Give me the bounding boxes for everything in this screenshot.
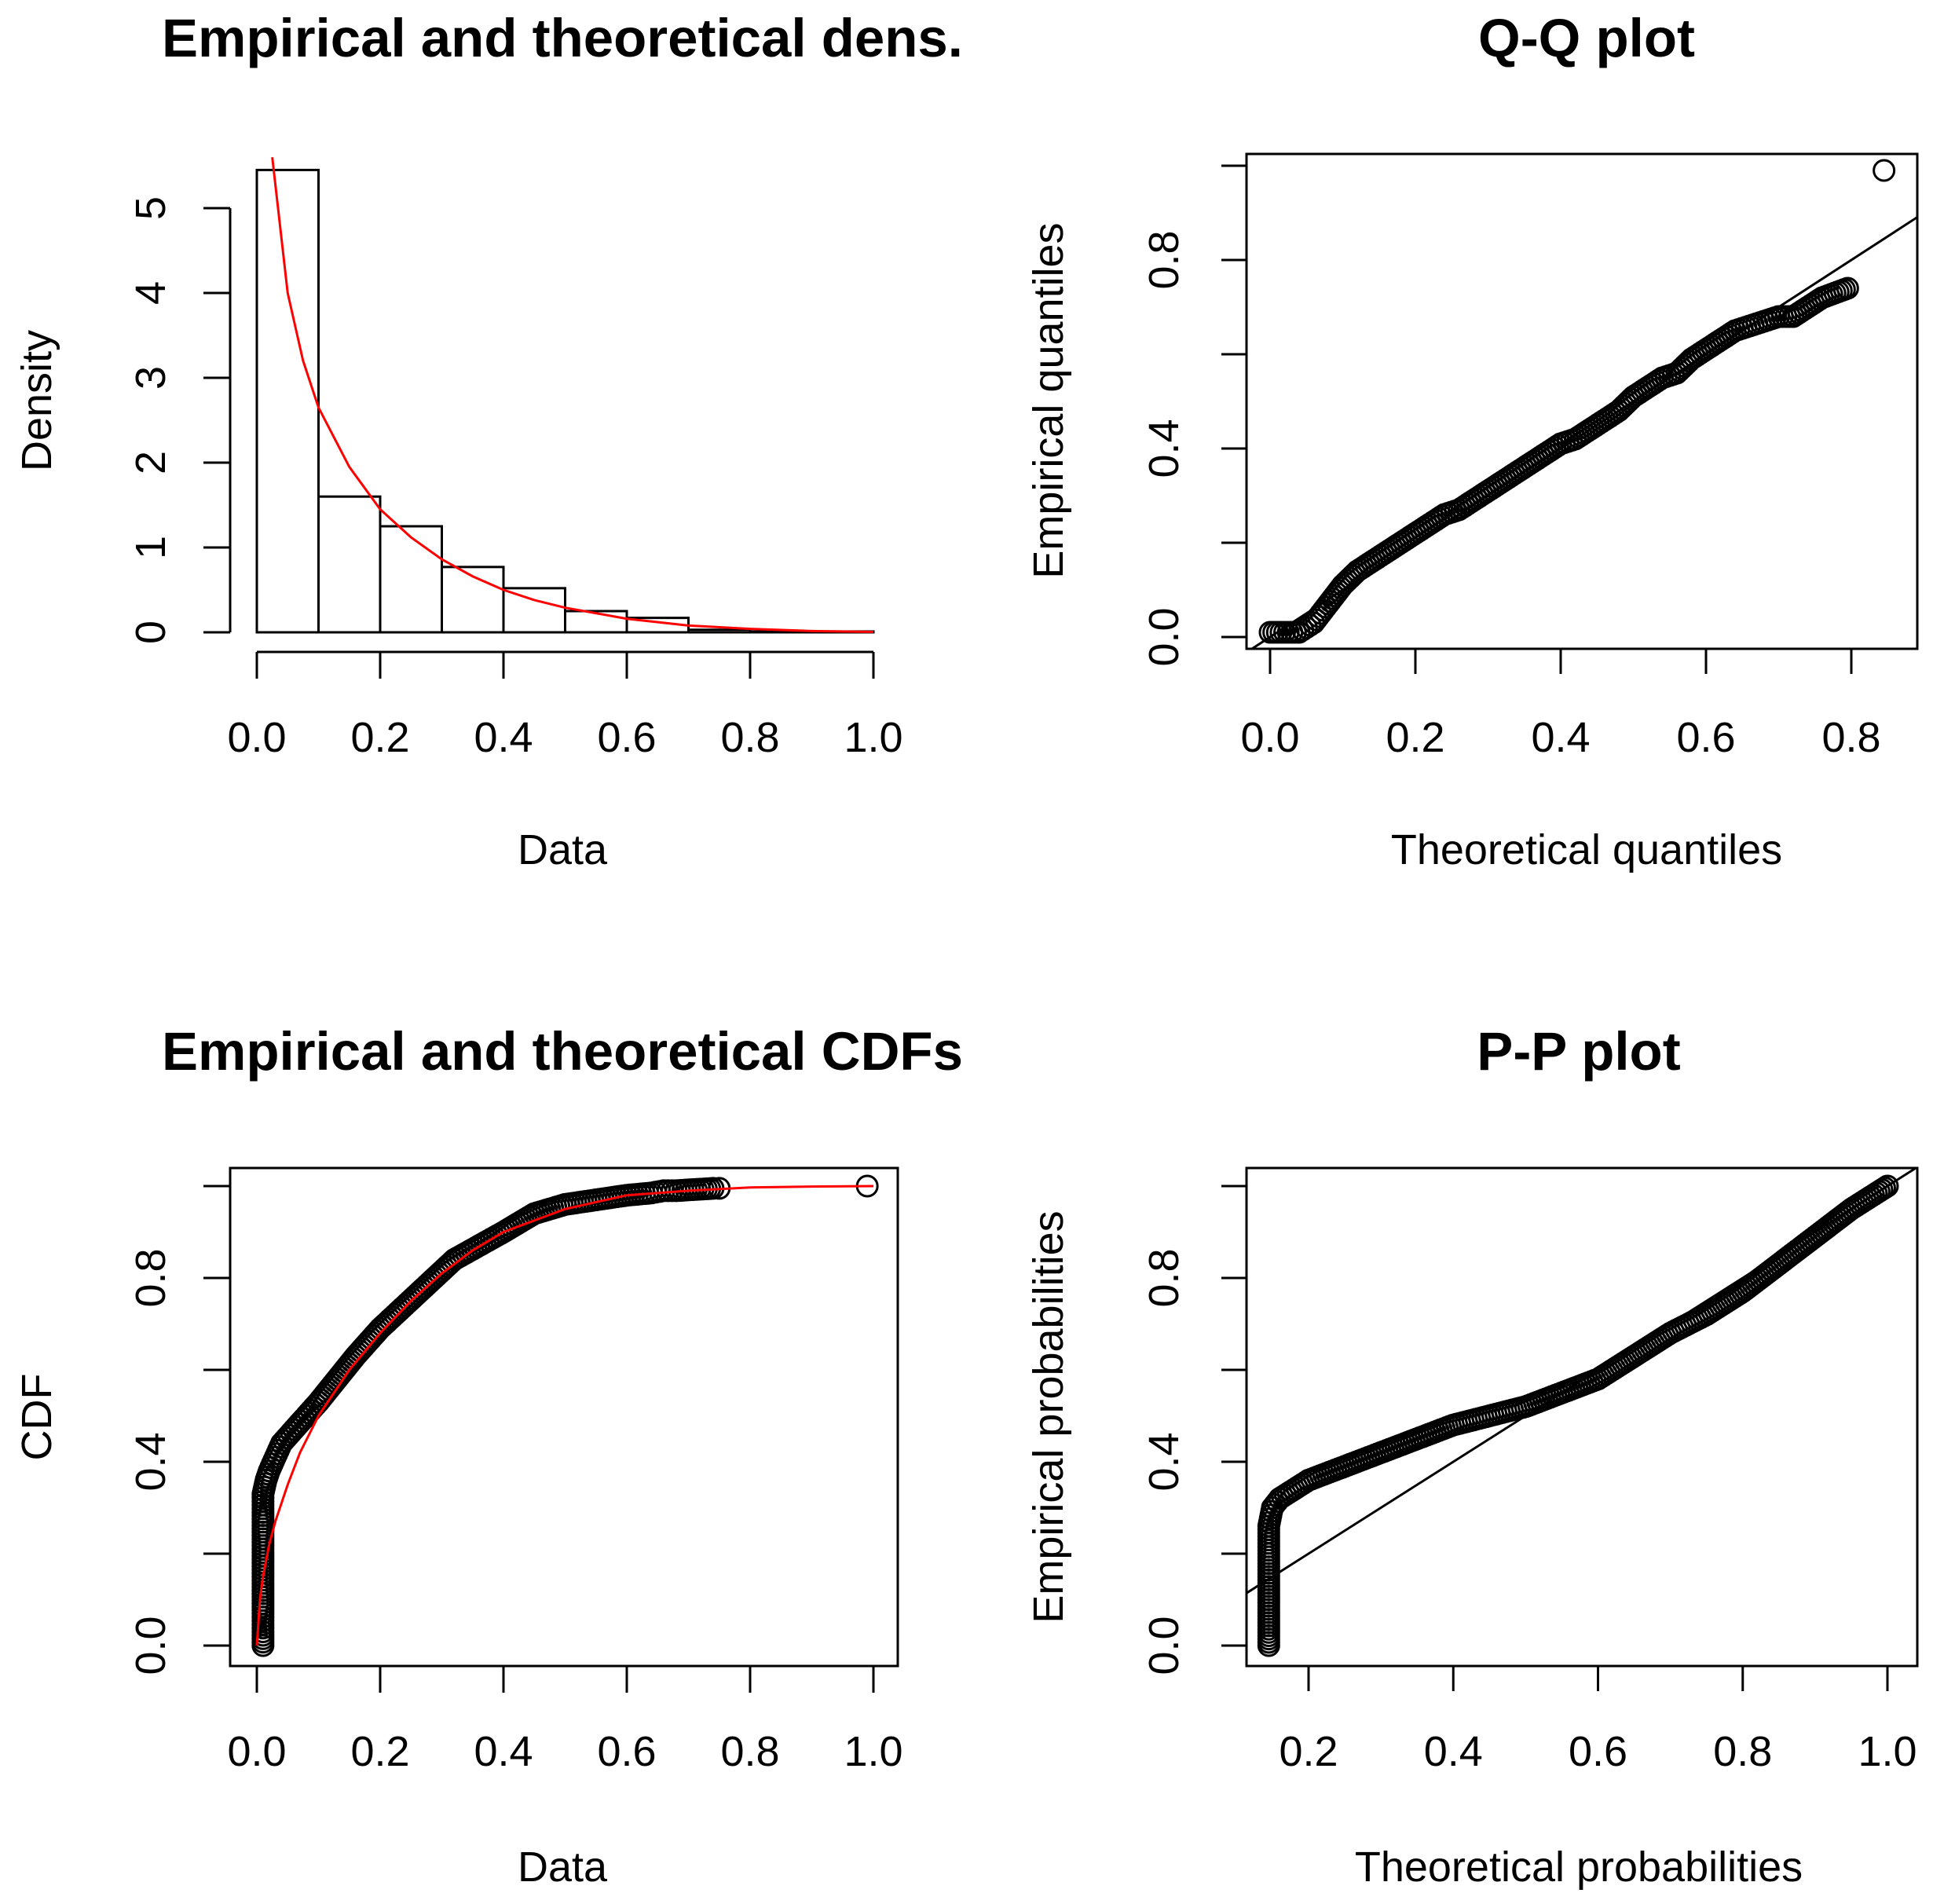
cdf-x-tick-label: 0.6 [597, 1728, 656, 1775]
cdf-y-axis-label: CDF [13, 1374, 60, 1461]
cdf-empirical-point [251, 1624, 275, 1647]
qq-y-tick-label: 0.0 [1140, 607, 1188, 666]
cdf-y-tick-label: 0.4 [127, 1432, 174, 1491]
pp-point [1867, 1180, 1891, 1203]
cdf-fit-curve [255, 1185, 874, 1646]
cdf-empirical-point [297, 1401, 320, 1425]
density-fit-curve [271, 157, 874, 633]
pp-x-tick-label: 0.4 [1424, 1728, 1483, 1775]
pp-panel: P-P plot Theoretical probabilities Empiric… [1025, 1021, 1919, 1891]
cdf-empirical-point [360, 1327, 383, 1350]
qq-x-tick-label: 0.0 [1240, 714, 1299, 761]
histogram-bar [687, 628, 752, 634]
qq-point [1336, 569, 1360, 592]
histogram-bar [502, 587, 566, 634]
density-y-tick-label: 3 [127, 366, 174, 390]
pp-point [1870, 1178, 1894, 1201]
qq-y-axis-label: Empirical quantiles [1025, 222, 1072, 578]
qq-points [1258, 159, 1896, 644]
qq-point [1276, 621, 1300, 644]
density-x-tick-label: 0.0 [227, 714, 286, 761]
pp-y-tick-label: 0.4 [1140, 1432, 1188, 1491]
pp-y-tick-label: 0.0 [1140, 1616, 1188, 1675]
qq-point [1269, 621, 1293, 644]
density-panel: Empirical and theoretical dens. Data Densi… [13, 8, 963, 873]
qq-x-tick-label: 0.6 [1676, 714, 1735, 761]
density-y-tick-label: 2 [127, 451, 174, 474]
cdf-empirical-point [251, 1504, 275, 1528]
cdf-x-axis-label: Data [518, 1844, 608, 1891]
cdf-x-tick-label: 1.0 [844, 1728, 902, 1775]
pp-y-tick-label: 0.8 [1140, 1248, 1188, 1307]
cdf-plot-frame [229, 1166, 899, 1668]
density-x-tick-label: 0.8 [720, 714, 779, 761]
cdf-empirical-point [383, 1303, 407, 1327]
pp-y-axis-label: Empirical probabilities [1025, 1210, 1072, 1623]
histogram-bar [317, 495, 382, 634]
qq-point [1298, 613, 1322, 637]
qq-x-tick-label: 0.2 [1386, 714, 1444, 761]
cdf-title: Empirical and theoretical CDFs [162, 1021, 963, 1082]
cdf-panel: Empirical and theoretical CDFs Data CDF 0.0… [13, 1021, 963, 1891]
density-title: Empirical and theoretical dens. [162, 8, 963, 68]
density-x-tick-label: 0.6 [597, 714, 656, 761]
cdf-empirical-point [408, 1280, 431, 1304]
qq-x-tick-label: 0.8 [1821, 714, 1880, 761]
qq-point [1612, 394, 1635, 418]
density-x-tick-label: 1.0 [844, 714, 902, 761]
density-y-tick-label: 1 [127, 536, 174, 559]
qq-point [1670, 357, 1693, 380]
pp-x-axis-label: Theoretical probabilities [1355, 1844, 1803, 1891]
density-y-tick-label: 0 [127, 621, 174, 644]
cdf-empirical-points [251, 1174, 879, 1657]
pp-title: P-P plot [1477, 1021, 1680, 1082]
pp-x-tick-label: 0.6 [1569, 1728, 1627, 1775]
pp-x-tick-label: 0.2 [1279, 1728, 1338, 1775]
pp-x-tick-label: 1.0 [1858, 1728, 1917, 1775]
qq-title: Q-Q plot [1478, 8, 1695, 68]
cdf-x-tick-label: 0.0 [227, 1728, 286, 1775]
qq-x-axis-label: Theoretical quantiles [1391, 826, 1782, 873]
qq-y-tick-label: 0.8 [1140, 230, 1188, 289]
density-x-tick-label: 0.2 [350, 714, 409, 761]
density-x-axis-label: Data [518, 826, 608, 873]
pp-point [1288, 1474, 1312, 1497]
density-x-tick-label: 0.4 [474, 714, 533, 761]
histogram-bar [379, 525, 443, 634]
histogram-bar [255, 168, 320, 634]
qq-y-tick-label: 0.4 [1140, 419, 1188, 478]
qq-x-tick-label: 0.4 [1531, 714, 1590, 761]
cdf-x-tick-label: 0.8 [720, 1728, 779, 1775]
pp-point [1873, 1176, 1896, 1199]
qq-point [1873, 159, 1896, 182]
density-y-tick-label: 4 [127, 281, 174, 305]
cdf-x-tick-label: 0.2 [350, 1728, 409, 1775]
qq-panel: Q-Q plot Theoretical quantiles Empirical q… [1025, 8, 1919, 873]
pp-point [1257, 1518, 1280, 1541]
cdf-empirical-point [273, 1429, 296, 1452]
cdf-x-tick-label: 0.4 [474, 1728, 533, 1775]
cdf-empirical-point [284, 1415, 308, 1439]
pp-x-tick-label: 0.8 [1713, 1728, 1772, 1775]
qq-point [1262, 621, 1286, 644]
cdf-y-tick-label: 0.8 [127, 1248, 174, 1307]
qq-point [1832, 278, 1856, 301]
pp-points [1257, 1174, 1899, 1657]
cdf-y-tick-label: 0.0 [127, 1616, 174, 1675]
density-y-tick-label: 5 [127, 196, 174, 220]
density-y-axis-label: Density [13, 330, 60, 471]
